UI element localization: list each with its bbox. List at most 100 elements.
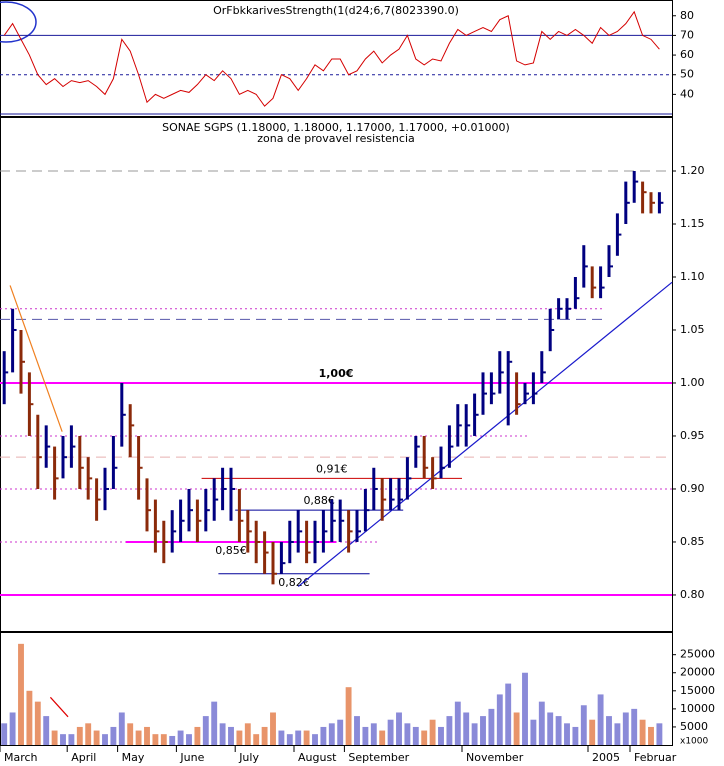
volume-bar bbox=[387, 719, 394, 745]
y-tick-label: 70 bbox=[680, 28, 694, 41]
volume-bar bbox=[9, 712, 16, 745]
volume-bar bbox=[522, 672, 528, 745]
volume-bar bbox=[110, 726, 117, 745]
volume-bar bbox=[379, 730, 386, 745]
y-tick-label: 20000 bbox=[680, 666, 715, 679]
volume-bar bbox=[606, 716, 612, 745]
y-tick-label: 0.90 bbox=[680, 482, 705, 495]
trendline bbox=[9, 285, 63, 432]
volume-bar bbox=[1, 723, 8, 745]
volume-bar bbox=[513, 712, 520, 745]
volume-bar bbox=[43, 716, 50, 745]
volume-bar bbox=[404, 723, 411, 745]
y-tick-label: 50 bbox=[680, 68, 694, 81]
volume-bar bbox=[580, 705, 587, 745]
volume-bar bbox=[68, 734, 75, 745]
y-tick-label: 1.20 bbox=[680, 164, 705, 177]
volume-bar bbox=[228, 726, 234, 745]
y-tick-label: 60 bbox=[680, 48, 694, 61]
reference-label: 0,85€ bbox=[215, 544, 247, 557]
panel-frame bbox=[0, 117, 673, 632]
volume-bar bbox=[26, 690, 33, 745]
volume-bar bbox=[60, 734, 66, 745]
volume-bar bbox=[639, 719, 646, 745]
volume-bar bbox=[354, 716, 360, 745]
volume-bar bbox=[396, 712, 402, 745]
volume-bar bbox=[303, 730, 310, 745]
volume-bar bbox=[51, 730, 58, 745]
volume-bar bbox=[631, 708, 638, 745]
x-tick-label: March bbox=[4, 751, 38, 764]
volume-bar bbox=[555, 716, 562, 745]
volume-bar bbox=[186, 734, 192, 745]
indicator-line bbox=[3, 10, 660, 107]
volume-bar bbox=[160, 734, 167, 745]
highlight-ellipse bbox=[0, 1, 37, 43]
y-tick-label: 5000 bbox=[680, 720, 708, 733]
volume-bar bbox=[496, 694, 503, 745]
volume-bar bbox=[320, 726, 327, 745]
volume-bar bbox=[362, 726, 369, 745]
volume-bar bbox=[76, 726, 83, 745]
volume-bar bbox=[261, 726, 268, 745]
volume-bar bbox=[614, 723, 621, 745]
volume-bar bbox=[421, 730, 428, 745]
volume-bar bbox=[471, 723, 478, 745]
volume-bar bbox=[102, 734, 108, 745]
trendline bbox=[49, 696, 69, 718]
volume-bar bbox=[530, 719, 537, 745]
x-tick-label: August bbox=[298, 751, 337, 764]
y-tick-label: 25000 bbox=[680, 648, 715, 661]
volume-bar bbox=[345, 687, 352, 745]
volume-bar bbox=[219, 723, 226, 745]
y-tick-label: 1.15 bbox=[680, 217, 705, 230]
volume-bar bbox=[538, 701, 545, 745]
y-tick-label: 1.00 bbox=[680, 376, 705, 389]
y-tick-label: 80 bbox=[680, 9, 694, 22]
y-tick-label: 0.95 bbox=[680, 429, 705, 442]
volume-bar bbox=[244, 723, 251, 745]
indicator-title: OrFbkkarivesStrength(1(d24;6,7(8023390.0… bbox=[213, 4, 459, 17]
volume-bar bbox=[370, 723, 377, 745]
volume-bar bbox=[135, 730, 142, 745]
volume-bar bbox=[572, 726, 579, 745]
volume-bar bbox=[622, 712, 629, 745]
volume-bar bbox=[295, 730, 302, 745]
reference-label: 1,00€ bbox=[319, 367, 354, 380]
volume-bar bbox=[412, 726, 419, 745]
y-tick-label: 1.10 bbox=[680, 270, 705, 283]
volume-bar bbox=[270, 712, 276, 745]
volume-bar bbox=[144, 726, 150, 745]
volume-bar bbox=[656, 723, 663, 745]
x-tick-label: September bbox=[348, 751, 409, 764]
volume-bar bbox=[480, 716, 486, 745]
reference-label: 0,88€ bbox=[303, 494, 335, 507]
panel-frame bbox=[0, 0, 673, 117]
volume-bar bbox=[152, 734, 159, 745]
volume-bar bbox=[194, 726, 201, 745]
trendline bbox=[297, 281, 673, 587]
volume-bar bbox=[236, 730, 243, 745]
volume-bar bbox=[34, 701, 41, 745]
volume-bar bbox=[446, 716, 453, 745]
x-tick-label: July bbox=[238, 751, 259, 764]
volume-bar bbox=[648, 726, 654, 745]
volume-bar bbox=[211, 701, 218, 745]
volume-bar bbox=[589, 719, 596, 745]
volume-bar bbox=[253, 734, 260, 745]
volume-bar bbox=[337, 719, 344, 745]
volume-bar bbox=[454, 701, 461, 745]
x-tick-label: 2005 bbox=[592, 751, 620, 764]
volume-bar bbox=[429, 719, 436, 745]
volume-bar bbox=[547, 712, 554, 745]
volume-bar bbox=[127, 723, 134, 745]
volume-bar bbox=[18, 643, 24, 745]
reference-label: 0,82€ bbox=[278, 576, 310, 589]
volume-bar bbox=[438, 726, 444, 745]
volume-bar bbox=[564, 723, 570, 745]
volume-bar bbox=[328, 723, 335, 745]
y-tick-label: 0.85 bbox=[680, 535, 705, 548]
volume-bar bbox=[118, 712, 125, 745]
volume-bar bbox=[85, 723, 92, 745]
